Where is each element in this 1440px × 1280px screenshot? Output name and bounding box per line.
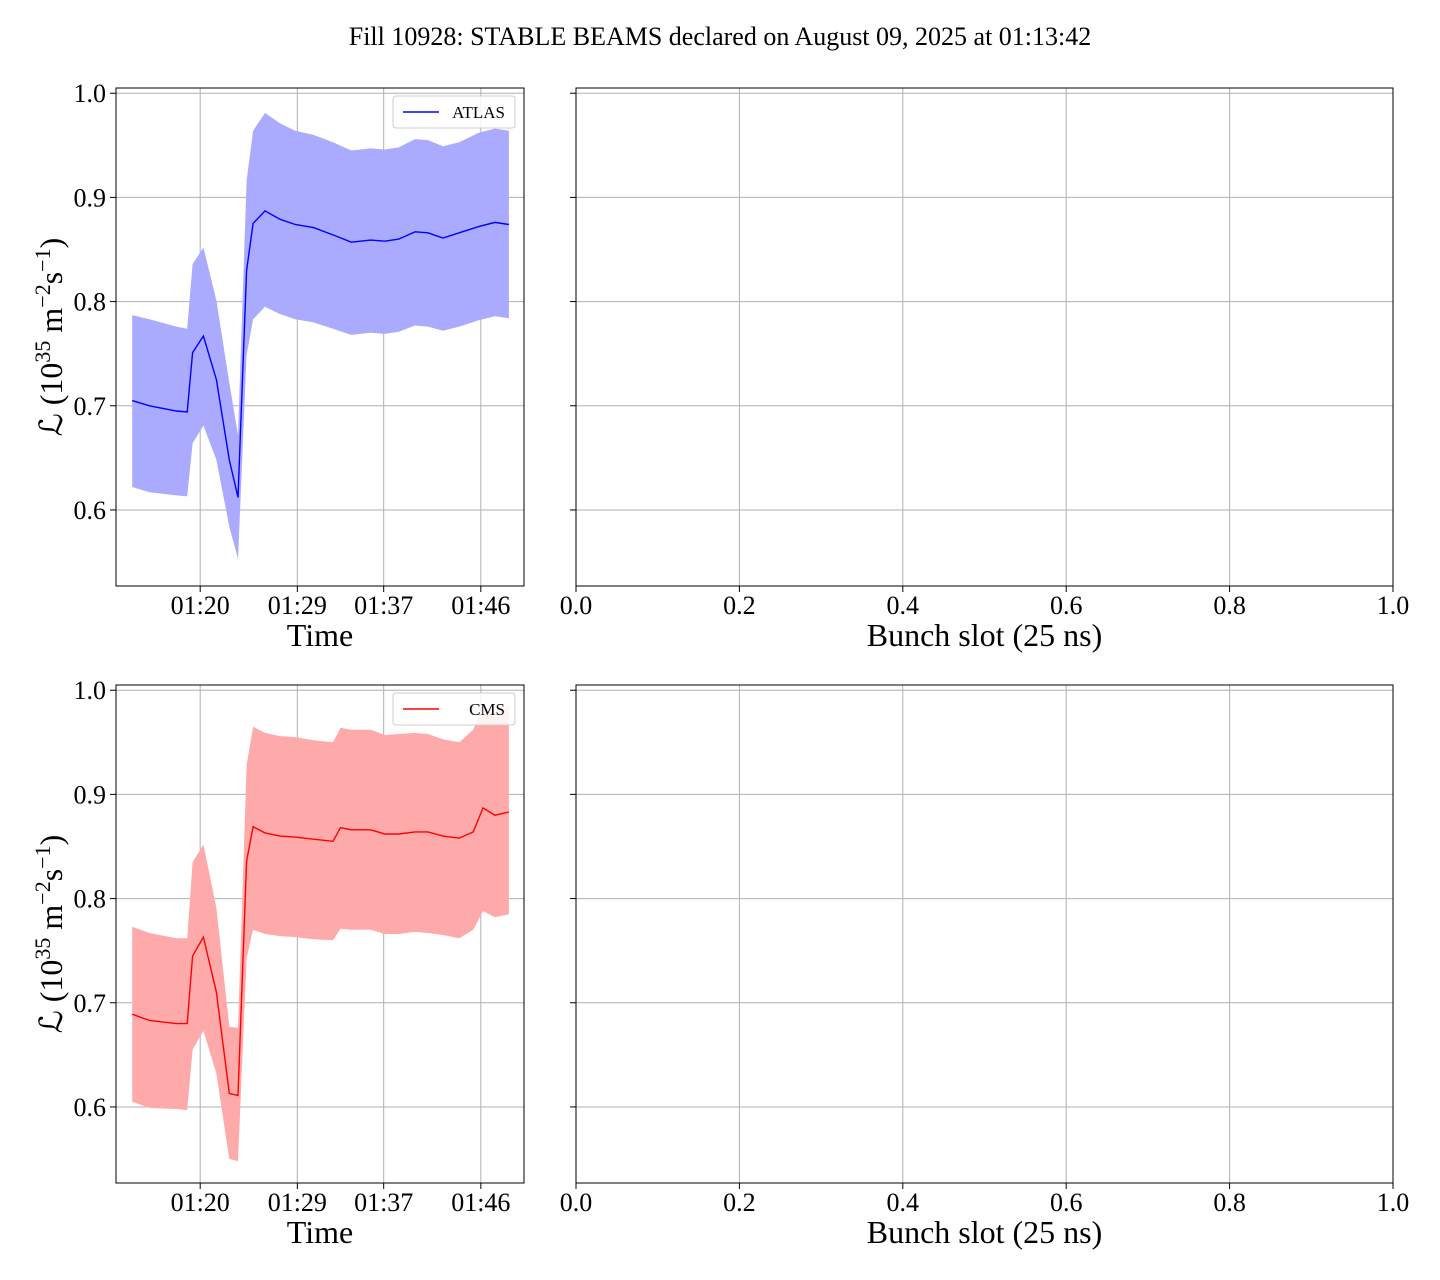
y-axis-label-part: s xyxy=(33,272,69,284)
y-tick-label: 0.7 xyxy=(74,989,107,1018)
y-axis-label-part: 35 xyxy=(30,938,55,960)
y-axis-label-part: −1 xyxy=(30,248,55,271)
x-tick-label: 01:29 xyxy=(268,591,327,620)
x-tick-label: 0.4 xyxy=(887,1188,920,1217)
x-tick-label: 0.6 xyxy=(1050,1188,1083,1217)
series-line xyxy=(131,210,510,498)
subplots: 0.6 0.7 0.8 0.9 1.0 01:20 01:29 01:37 01:46 ATLAS… xyxy=(30,79,1409,1250)
x-tick-label: 0.8 xyxy=(1213,1188,1246,1217)
x-tick-label: 0.4 xyxy=(887,591,920,620)
x-tick-label: 0.2 xyxy=(723,591,756,620)
legend-frame xyxy=(392,95,516,129)
y-axis-label: ℒ (1035 m−2s−1) xyxy=(30,835,69,1034)
y-axis-label-part: ℒ (10 xyxy=(33,363,69,437)
y-axis-label-part: −2 xyxy=(30,881,55,904)
y-axis-label-part: m xyxy=(33,308,69,341)
x-tick-label: 01:37 xyxy=(354,1188,413,1217)
figure-title: Fill 10928: STABLE BEAMS declared on Aug… xyxy=(349,22,1092,51)
x-tick-label: 01:20 xyxy=(171,1188,230,1217)
legend-frame xyxy=(392,692,516,726)
axes-frame xyxy=(115,684,525,1184)
x-tick-label: 01:37 xyxy=(354,591,413,620)
y-axis-label-part: ℒ (10 xyxy=(33,960,69,1034)
y-axis-label-part: s xyxy=(33,869,69,881)
y-tick-label: 0.6 xyxy=(74,496,107,525)
y-axis-label-part: ) xyxy=(33,238,69,249)
y-axis-label-part: 35 xyxy=(30,341,55,363)
axes-frame xyxy=(115,87,525,587)
series-line xyxy=(131,806,510,1097)
panel-bottom-right: 0.0 0.2 0.4 0.6 0.8 1.0 Bunch slot (25 ns) xyxy=(560,684,1410,1250)
x-tick-label: 1.0 xyxy=(1377,1188,1410,1217)
y-tick-label: 0.8 xyxy=(74,885,107,914)
axes-frame xyxy=(575,87,1394,587)
y-axis-label-part: −2 xyxy=(30,284,55,307)
legend: ATLAS xyxy=(392,95,516,129)
legend: CMS xyxy=(392,692,516,726)
x-tick-label: 0.0 xyxy=(560,591,593,620)
y-tick-label: 1.0 xyxy=(74,676,107,705)
x-tick-label: 0.2 xyxy=(723,1188,756,1217)
x-tick-label: 01:20 xyxy=(171,591,230,620)
panel-bottom-left: 0.6 0.7 0.8 0.9 1.0 01:20 01:29 01:37 01:46 CMS Ti… xyxy=(30,676,525,1250)
y-axis-label-part: m xyxy=(33,905,69,938)
x-axis-label: Time xyxy=(287,1214,353,1250)
y-tick-label: 0.9 xyxy=(74,183,107,212)
legend-label: CMS xyxy=(469,700,505,719)
x-tick-label: 01:46 xyxy=(451,1188,510,1217)
y-axis-label: ℒ (1035 m−2s−1) xyxy=(30,238,69,437)
legend-label: ATLAS xyxy=(452,103,505,122)
x-tick-label: 0.8 xyxy=(1213,591,1246,620)
y-tick-label: 0.7 xyxy=(74,392,107,421)
x-tick-label: 0.0 xyxy=(560,1188,593,1217)
y-tick-label: 1.0 xyxy=(74,79,107,108)
x-tick-label: 01:29 xyxy=(268,1188,327,1217)
panel-top-right: 0.0 0.2 0.4 0.6 0.8 1.0 Bunch slot (25 ns) xyxy=(560,87,1410,653)
y-tick-label: 0.8 xyxy=(74,288,107,317)
x-tick-label: 1.0 xyxy=(1377,591,1410,620)
x-axis-label: Bunch slot (25 ns) xyxy=(867,1214,1103,1250)
y-axis-label-part: ) xyxy=(33,835,69,846)
x-axis-label: Bunch slot (25 ns) xyxy=(867,617,1103,653)
panel-top-left: 0.6 0.7 0.8 0.9 1.0 01:20 01:29 01:37 01:46 ATLAS… xyxy=(30,79,525,653)
x-tick-label: 0.6 xyxy=(1050,591,1083,620)
y-tick-label: 0.6 xyxy=(74,1093,107,1122)
uncertainty-band xyxy=(132,113,509,559)
x-axis-label: Time xyxy=(287,617,353,653)
y-axis-label-part: −1 xyxy=(30,845,55,868)
x-tick-label: 01:46 xyxy=(451,591,510,620)
y-tick-label: 0.9 xyxy=(74,780,107,809)
axes-frame xyxy=(575,684,1394,1184)
uncertainty-band xyxy=(132,705,509,1162)
